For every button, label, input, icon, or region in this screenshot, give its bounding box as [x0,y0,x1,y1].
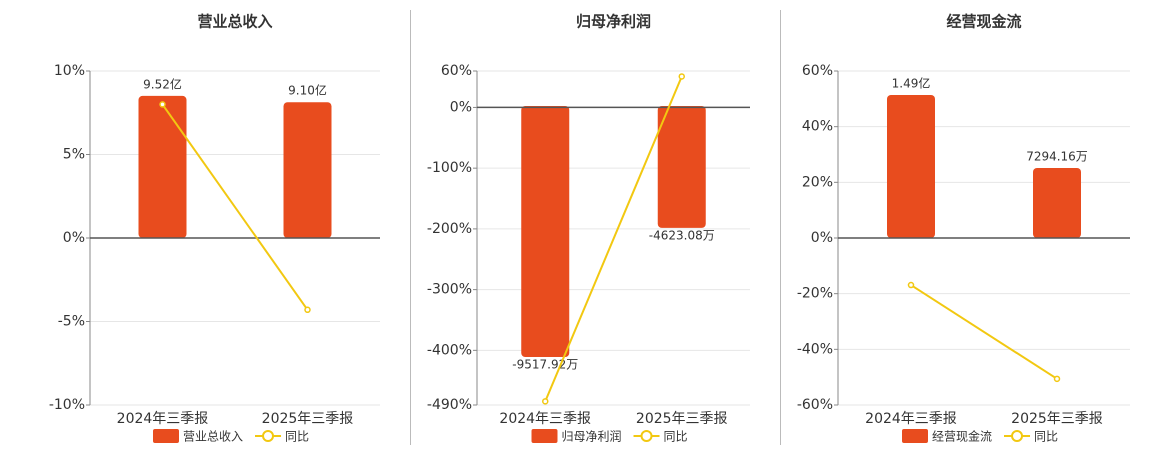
line-point [1053,375,1061,383]
bar [657,105,706,228]
line [544,76,683,402]
legend-point [262,430,275,442]
legend-swatch [902,429,928,443]
y-tick-label: -40% [797,341,833,357]
y-tick-label: 60% [441,63,472,79]
legend-point [1011,430,1024,442]
legend-point [640,430,653,442]
x-tick-label: 2024年三季报 [865,411,957,427]
legend-swatch [153,429,179,443]
y-tick-label: 20% [802,174,833,190]
bar [138,95,187,238]
x-tick-label: 2024年三季报 [499,411,591,427]
chart-title: 经营现金流 [946,13,1021,31]
y-tick-label: 40% [802,119,833,135]
y-tick-label: 5% [63,147,85,163]
y-tick-label: 10% [54,63,85,79]
x-tick-label: 2024年三季报 [117,411,209,427]
legend-label: 经营现金流 [932,429,992,444]
y-tick-label: 0% [450,99,472,115]
line-point [304,306,311,314]
line-point [678,73,685,80]
y-tick-label: -20% [797,286,833,302]
legend-label: 同比 [1034,430,1058,444]
bar [521,105,570,358]
y-tick-label: -400% [427,342,472,358]
y-tick-label: -200% [427,221,472,237]
legend-label: 营业总收入 [183,430,243,444]
data-label: 9.52亿 [143,76,182,91]
data-label: -9517.92万 [512,358,578,372]
y-tick-label: -100% [427,160,472,176]
y-tick-label: 0% [63,230,85,246]
data-label: 1.49亿 [892,75,931,90]
x-tick-label: 2025年三季报 [1011,411,1103,427]
bar [887,94,935,238]
y-tick-label: -10% [49,397,85,413]
line [161,103,309,311]
y-tick-label: 60% [802,63,833,79]
x-tick-label: 2025年三季报 [636,411,728,427]
bar [1033,167,1081,238]
y-tick-label: -490% [427,397,472,413]
chart-title: 归母净利润 [576,13,651,31]
legend-label: 同比 [285,430,309,444]
bar [283,102,332,238]
data-label: 9.10亿 [288,83,327,98]
y-tick-label: -5% [58,314,85,330]
y-tick-label: -300% [427,282,472,298]
data-label: -4623.08万 [649,228,715,242]
legend-label: 归母净利润 [562,430,622,444]
x-tick-label: 2025年三季报 [262,411,354,427]
data-label: 7294.16万 [1026,149,1088,163]
line-point [542,398,549,405]
line-point [907,281,915,289]
y-tick-label: -60% [797,397,833,413]
legend-label: 同比 [664,430,688,444]
legend-swatch [531,429,558,443]
line [910,284,1058,380]
line-point [159,101,166,108]
chart-title: 营业总收入 [197,13,272,31]
y-tick-label: 0% [811,230,833,246]
